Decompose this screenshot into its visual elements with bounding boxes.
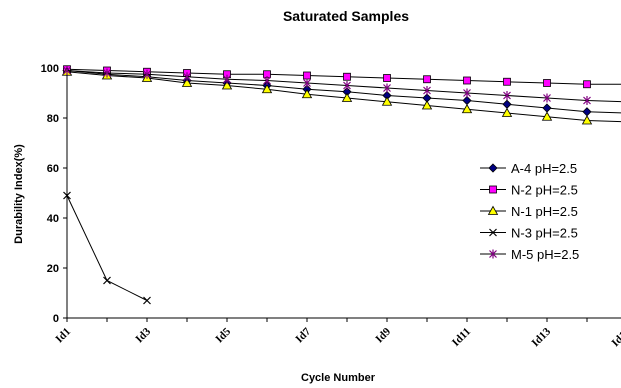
series-line-4 [66, 195, 148, 301]
data-point [542, 103, 552, 113]
data-point [383, 83, 391, 93]
data-point [183, 72, 191, 82]
y-axis-label: Durability Index(%) [13, 144, 25, 244]
data-point [541, 111, 553, 121]
data-point [502, 99, 512, 109]
data-point [423, 86, 431, 95]
data-point [543, 93, 551, 103]
series-line-2 [66, 68, 621, 85]
y-tick-label: 0 [53, 313, 59, 325]
data-point [261, 83, 273, 94]
x-tick-label: Id11 [450, 326, 473, 349]
legend-label: A-4 pH=2.5 [511, 161, 577, 176]
data-point [103, 68, 111, 78]
series-line-5 [66, 70, 621, 103]
data-point [543, 79, 551, 87]
data-point [63, 66, 71, 75]
data-point [343, 72, 351, 81]
y-tick-label: 100 [41, 63, 59, 75]
y-tick-label: 60 [47, 163, 59, 175]
data-point [341, 92, 353, 102]
legend-marker [487, 205, 499, 215]
data-point [383, 74, 391, 82]
data-point [583, 96, 591, 105]
legend-label: N-2 pH=2.5 [511, 183, 578, 198]
legend: A-4 pH=2.5 N-2 pH=2.5 N-1 pH=2.5 N-3 pH=2.5… [480, 161, 579, 262]
data-point [503, 77, 511, 86]
series-line-3 [66, 71, 621, 123]
y-tick-label: 20 [47, 263, 59, 275]
data-point [301, 88, 313, 99]
x-tick-label: Id13 [529, 325, 553, 349]
data-point [63, 191, 71, 200]
legend-label: N-3 pH=2.5 [511, 226, 578, 241]
data-point [263, 76, 271, 85]
legend-label: N-1 pH=2.5 [511, 204, 578, 219]
data-point [463, 88, 471, 98]
y-tick-label: 80 [47, 113, 59, 125]
data-point [583, 80, 591, 89]
legend-marker [489, 249, 497, 259]
data-point [143, 296, 151, 305]
x-tick-label: Id3 [133, 325, 153, 345]
x-tick-label: Id5 [213, 325, 233, 345]
data-point [143, 69, 151, 79]
legend-label: M-5 pH=2.5 [511, 247, 579, 262]
data-point [423, 75, 431, 84]
x-tick-label: Id7 [293, 325, 313, 345]
legend-marker [488, 163, 498, 173]
data-point [223, 74, 231, 84]
x-tick-label: Id9 [373, 325, 393, 345]
data-point [462, 95, 472, 106]
legend-marker [489, 228, 497, 237]
data-point [343, 81, 351, 90]
x-tick-label: Id15 [609, 325, 621, 349]
x-axis-label: Cycle Number [301, 372, 376, 384]
data-point [503, 91, 511, 100]
data-point [461, 103, 473, 114]
data-point [103, 276, 111, 285]
series-line-1 [66, 70, 621, 114]
legend-marker [489, 185, 497, 194]
data-point [303, 71, 311, 80]
data-point [463, 76, 471, 85]
data-point [581, 115, 593, 125]
y-tick-label: 40 [47, 213, 59, 225]
data-point [221, 80, 233, 90]
data-point [501, 107, 513, 117]
data-point [303, 78, 311, 88]
data-point [181, 77, 193, 87]
chart-title: Saturated Samples [283, 8, 409, 24]
data-point [381, 96, 393, 106]
data-point [421, 100, 433, 110]
x-tick-label: Id1 [53, 326, 73, 346]
data-point [582, 107, 592, 117]
